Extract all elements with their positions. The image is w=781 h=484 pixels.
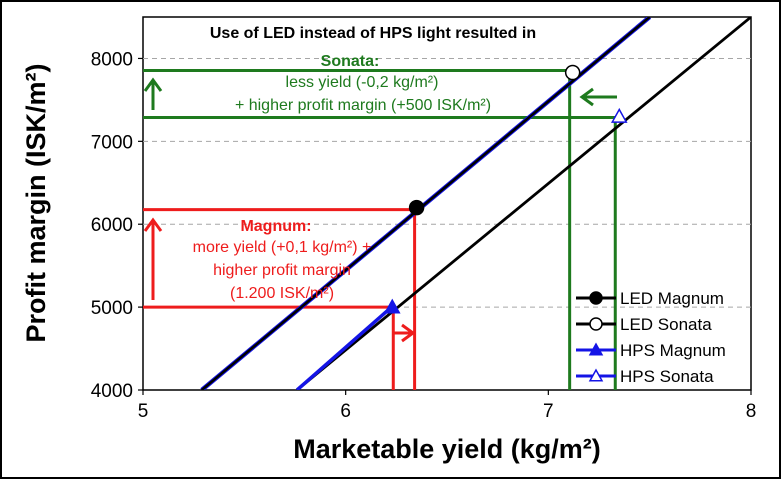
sonata-left-arrow-head <box>579 87 594 107</box>
magnum-line1: more yield (+0,1 kg/m²) + <box>193 239 372 256</box>
y-tick-label-5000: 5000 <box>91 298 133 319</box>
legend-marker-led-magnum <box>589 291 603 305</box>
sonata-up-arrow-head <box>143 77 163 92</box>
y-axis-label: Profit margin (ISK/m²) <box>21 63 51 342</box>
magnum-annotation: Magnum: more yield (+0,1 kg/m²) + higher… <box>193 218 372 302</box>
y-tick-label-7000: 7000 <box>91 132 133 153</box>
sonata-line1: less yield (-0,2 kg/m²) <box>286 74 439 91</box>
y-tick-label-8000: 8000 <box>91 49 133 70</box>
sonata-line2: + higher profit margin (+500 ISK/m²) <box>235 97 491 114</box>
x-axis-ticks: 5 6 7 8 <box>138 390 757 422</box>
legend-marker-hps-sonata <box>588 368 604 382</box>
x-tick-label-6: 6 <box>340 401 351 422</box>
guide-lines <box>143 69 620 390</box>
magnum-right-arrow-head <box>401 323 416 343</box>
marker-led-magnum <box>408 199 425 216</box>
x-tick-label-5: 5 <box>138 401 149 422</box>
magnum-right-arrow <box>393 323 416 343</box>
legend-marker-led-sonata <box>589 317 603 331</box>
plot-area <box>142 16 752 391</box>
x-tick-label-7: 7 <box>543 401 554 422</box>
y-axis-ticks: 4000 5000 6000 7000 8000 <box>91 49 143 402</box>
sonata-left-arrow <box>579 87 617 107</box>
sonata-title: Sonata: <box>321 53 380 70</box>
chart-annotation-heading: Use of LED instead of HPS light resulted… <box>210 25 536 42</box>
sonata-up-arrow <box>143 77 163 110</box>
legend-label-led-sonata: LED Sonata <box>620 315 712 334</box>
x-tick-label-8: 8 <box>746 401 757 422</box>
magnum-up-arrow <box>143 217 163 300</box>
y-tick-label-6000: 6000 <box>91 215 133 236</box>
magnum-up-arrow-head <box>143 217 163 232</box>
legend-label-hps-magnum: HPS Magnum <box>620 341 726 360</box>
magnum-line3: (1.200 ISK/m²) <box>230 285 334 302</box>
x-axis-label: Marketable yield (kg/m²) <box>293 434 601 464</box>
annotation-arrows <box>143 77 617 343</box>
legend-label-led-magnum: LED Magnum <box>620 289 724 308</box>
marker-hps-magnum <box>384 298 401 314</box>
marker-led-sonata <box>564 64 581 81</box>
hps-line <box>296 17 751 390</box>
y-tick-label-4000: 4000 <box>91 381 133 402</box>
legend: LED Magnum LED Sonata HPS Magnum HPS Sonata <box>576 289 726 386</box>
marker-hps-sonata <box>610 107 628 123</box>
legend-label-hps-sonata: HPS Sonata <box>620 367 714 386</box>
magnum-title: Magnum: <box>240 218 311 235</box>
hps-line-blue-segment <box>295 303 396 390</box>
legend-marker-hps-magnum <box>588 342 604 356</box>
magnum-line2: higher profit margin <box>213 262 351 279</box>
series-markers <box>384 64 628 314</box>
sonata-annotation: Sonata: less yield (-0,2 kg/m²) + higher… <box>235 53 491 114</box>
